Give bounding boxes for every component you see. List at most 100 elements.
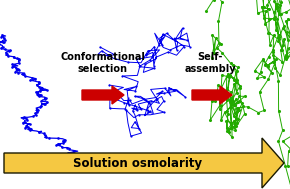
- Point: [285, 17, 290, 20]
- Point: [276, 34, 281, 37]
- Point: [126, 61, 130, 64]
- Point: [233, 111, 238, 114]
- Point: [137, 113, 141, 116]
- Point: [174, 48, 179, 51]
- Point: [0, 47, 3, 50]
- Point: [278, 0, 283, 3]
- Point: [242, 112, 247, 115]
- Point: [150, 55, 155, 58]
- Point: [268, 43, 272, 46]
- Point: [274, 58, 279, 61]
- Point: [34, 113, 38, 116]
- Point: [112, 89, 117, 92]
- Point: [277, 12, 281, 15]
- Point: [3, 38, 7, 41]
- Point: [225, 73, 230, 76]
- Point: [10, 65, 15, 68]
- Point: [257, 91, 262, 94]
- Point: [127, 99, 132, 102]
- Point: [240, 104, 245, 107]
- Point: [35, 108, 40, 111]
- FancyArrow shape: [192, 86, 232, 104]
- Point: [43, 96, 48, 99]
- Point: [67, 148, 72, 151]
- Point: [17, 68, 21, 71]
- Point: [287, 30, 290, 33]
- Point: [228, 62, 233, 65]
- Point: [17, 57, 21, 60]
- Point: [1, 36, 6, 39]
- Point: [258, 70, 263, 73]
- Point: [278, 12, 283, 15]
- Point: [10, 63, 15, 66]
- Point: [122, 101, 127, 104]
- Point: [237, 95, 242, 98]
- Point: [256, 111, 261, 114]
- Point: [235, 107, 239, 110]
- Point: [228, 73, 233, 76]
- Point: [23, 75, 28, 78]
- Point: [282, 57, 287, 60]
- Point: [157, 39, 162, 42]
- Point: [218, 107, 222, 110]
- Point: [238, 87, 242, 90]
- Point: [147, 59, 152, 62]
- Point: [166, 50, 171, 53]
- Text: Self-
assembly: Self- assembly: [184, 52, 236, 74]
- Point: [232, 83, 237, 86]
- Point: [289, 7, 290, 10]
- Point: [151, 64, 156, 67]
- Point: [162, 100, 166, 103]
- Point: [220, 51, 224, 54]
- Point: [42, 103, 47, 106]
- Point: [285, 39, 290, 42]
- Point: [98, 46, 102, 49]
- Point: [235, 79, 240, 82]
- Point: [173, 38, 177, 41]
- Point: [224, 119, 229, 122]
- Point: [285, 165, 290, 168]
- Point: [284, 53, 288, 56]
- Point: [41, 132, 46, 135]
- Point: [3, 48, 7, 51]
- Point: [262, 109, 267, 112]
- Point: [270, 60, 275, 63]
- Point: [288, 184, 290, 187]
- Point: [21, 116, 26, 119]
- Point: [253, 69, 257, 72]
- Point: [33, 112, 37, 115]
- Point: [231, 114, 236, 117]
- Point: [230, 101, 235, 104]
- Point: [7, 49, 12, 52]
- Point: [37, 85, 41, 88]
- Point: [139, 108, 143, 111]
- Point: [1, 40, 5, 43]
- Point: [1, 41, 6, 44]
- Point: [66, 152, 70, 155]
- Text: Solution osmolarity: Solution osmolarity: [73, 156, 202, 170]
- Point: [228, 97, 233, 100]
- Point: [65, 146, 69, 149]
- Point: [15, 67, 20, 70]
- Point: [72, 149, 77, 152]
- Point: [262, 63, 267, 66]
- Point: [233, 116, 238, 119]
- Point: [283, 165, 288, 168]
- Point: [104, 54, 109, 57]
- Point: [37, 95, 41, 98]
- Point: [233, 129, 238, 132]
- Polygon shape: [4, 138, 284, 188]
- Point: [271, 33, 276, 36]
- Point: [44, 135, 48, 138]
- Point: [265, 3, 269, 6]
- Point: [265, 64, 270, 67]
- Point: [59, 145, 64, 148]
- Point: [123, 107, 128, 110]
- Point: [278, 49, 283, 52]
- Point: [282, 25, 287, 28]
- Point: [262, 6, 266, 9]
- Point: [33, 77, 38, 80]
- Point: [6, 54, 10, 57]
- Point: [280, 140, 285, 143]
- Point: [133, 120, 137, 123]
